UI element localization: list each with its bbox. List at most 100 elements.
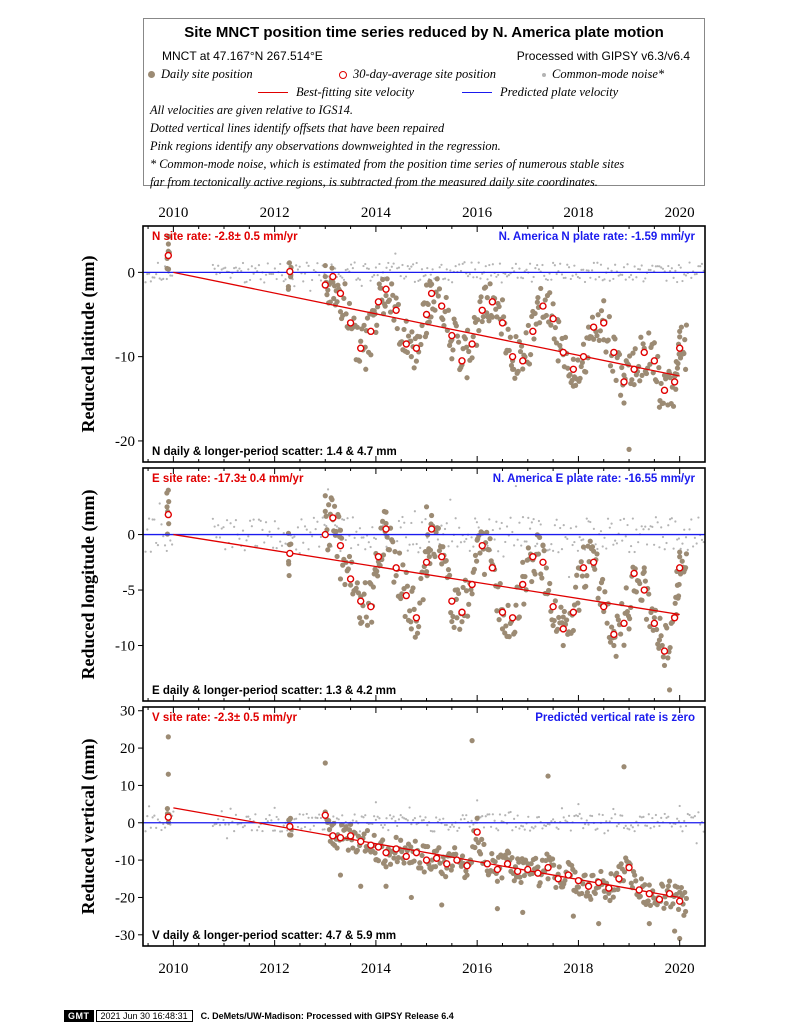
noise-point xyxy=(233,267,236,270)
noise-point xyxy=(466,274,470,278)
daily-point xyxy=(589,314,596,320)
daily-point xyxy=(396,550,403,556)
noise-point xyxy=(656,521,659,524)
daily-point xyxy=(489,314,495,320)
daily-point xyxy=(450,613,456,620)
noise-point xyxy=(497,550,500,553)
noise-point xyxy=(410,823,413,826)
noise-point xyxy=(266,820,269,823)
noise-point xyxy=(410,265,413,268)
daily-point xyxy=(494,608,500,614)
noise-point xyxy=(649,525,652,528)
noise-point xyxy=(341,518,344,521)
noise-point xyxy=(670,517,673,520)
daily-point xyxy=(338,822,345,828)
daily-point xyxy=(639,372,645,378)
noise-point xyxy=(573,814,576,818)
data-layer xyxy=(143,484,705,693)
noise-point xyxy=(431,268,434,271)
daily-point xyxy=(477,851,484,857)
noise-point xyxy=(550,278,553,281)
noise-point xyxy=(318,545,321,548)
x-tick-label-bottom: 2016 xyxy=(462,961,493,977)
daily-point xyxy=(325,287,331,293)
noise-point xyxy=(238,537,241,540)
daily-point xyxy=(637,893,643,899)
daily-point xyxy=(525,545,531,551)
daily-point xyxy=(445,307,452,313)
plot-frame xyxy=(142,225,706,463)
noise-point xyxy=(420,521,424,524)
daily-point xyxy=(665,883,672,889)
daily-point xyxy=(337,872,344,878)
daily-point xyxy=(523,330,529,336)
average-point xyxy=(357,597,365,605)
daily-marker-icon xyxy=(148,71,155,79)
daily-point xyxy=(654,378,660,385)
x-tick-label-top: 2018 xyxy=(563,205,593,221)
average-point xyxy=(329,514,337,522)
daily-point xyxy=(601,608,607,615)
average-point xyxy=(402,852,410,861)
average-point xyxy=(584,882,593,890)
noise-point xyxy=(679,825,682,828)
noise-point xyxy=(651,264,654,267)
daily-point xyxy=(347,582,354,588)
daily-point xyxy=(562,877,568,884)
noise-point xyxy=(548,823,551,826)
noise-point xyxy=(560,273,564,276)
noise-point xyxy=(463,817,466,821)
daily-point xyxy=(619,364,625,371)
daily-point xyxy=(615,886,621,893)
noise-point xyxy=(452,825,455,828)
noise-point xyxy=(218,536,222,539)
noise-point xyxy=(580,539,583,542)
noise-point xyxy=(681,542,684,545)
average-point xyxy=(321,811,329,819)
noise-point xyxy=(621,539,624,542)
noise-point xyxy=(146,272,149,276)
noise-point xyxy=(543,824,546,827)
noise-point xyxy=(160,828,163,832)
daily-point xyxy=(670,901,676,907)
noise-point xyxy=(302,813,305,816)
x-tick-label-bottom: 2018 xyxy=(563,961,593,977)
daily-point xyxy=(376,281,382,287)
daily-point xyxy=(677,328,683,334)
daily-point xyxy=(678,324,684,330)
average-point xyxy=(549,602,557,611)
noise-point xyxy=(291,536,294,539)
daily-point xyxy=(677,935,683,942)
noise-point xyxy=(334,524,337,527)
noise-point xyxy=(575,525,578,528)
noise-point xyxy=(660,816,663,820)
daily-point xyxy=(479,318,485,325)
noise-point xyxy=(629,824,633,827)
noise-point xyxy=(220,268,223,271)
daily-point xyxy=(386,547,393,553)
daily-point xyxy=(425,301,431,308)
average-point xyxy=(524,865,532,874)
noise-point xyxy=(374,537,378,541)
daily-point xyxy=(591,336,597,342)
daily-point xyxy=(673,386,679,392)
daily-point xyxy=(682,889,688,896)
noise-point xyxy=(534,825,537,828)
daily-point xyxy=(675,593,682,599)
daily-point xyxy=(345,847,351,853)
noise-point xyxy=(213,525,216,528)
noise-point xyxy=(697,265,700,268)
daily-point xyxy=(451,624,457,631)
noise-point xyxy=(273,267,276,270)
daily-point xyxy=(426,319,432,325)
noise-point xyxy=(683,528,686,531)
daily-point xyxy=(562,334,569,340)
daily-point xyxy=(646,330,652,336)
daily-point xyxy=(423,504,430,510)
noise-point xyxy=(502,555,505,558)
daily-point xyxy=(404,583,411,589)
noise-point xyxy=(307,816,310,819)
daily-point xyxy=(557,342,563,349)
noise-point xyxy=(250,265,253,268)
daily-point xyxy=(675,360,681,367)
